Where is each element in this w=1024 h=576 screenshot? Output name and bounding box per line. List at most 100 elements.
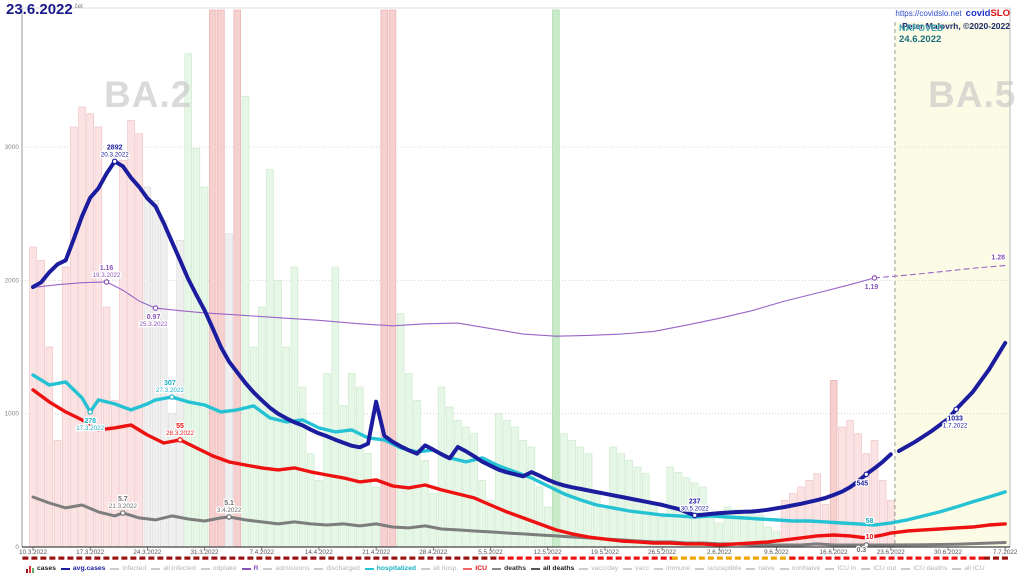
- wave-strip-dash: [924, 556, 931, 560]
- wave-strip-dash: [725, 556, 732, 560]
- legend-item-discharged[interactable]: discharged: [314, 565, 360, 572]
- legend-label: R: [253, 565, 259, 572]
- wave-strip-dash: [373, 556, 380, 560]
- annotation-marker: [691, 512, 698, 519]
- title-weekday: čet: [74, 4, 83, 10]
- legend-item-avg-cases[interactable]: avg.cases: [60, 565, 105, 572]
- wave-strip-dash: [825, 556, 832, 560]
- case-bar: [429, 493, 438, 548]
- legend-item-hospitalized[interactable]: hospitalized: [364, 565, 416, 572]
- annotation-value: 55: [176, 423, 184, 430]
- annotation-value: 10: [866, 534, 874, 541]
- annotation-marker: [953, 406, 959, 413]
- legend-item-nonnaive[interactable]: nonNaive: [779, 565, 820, 572]
- annotation-value: 1.19: [865, 284, 879, 291]
- wave-strip-dash: [743, 556, 750, 560]
- case-bar: [364, 453, 372, 548]
- case-bar: [192, 147, 201, 548]
- wave-strip-dash: [229, 556, 236, 560]
- annotation-date: 20.3.2022: [101, 151, 130, 158]
- legend-label: admissions: [275, 565, 310, 572]
- x-tick-label: 30.6.2022: [934, 549, 963, 556]
- annotation-marker: [177, 437, 183, 443]
- legend-item-icu[interactable]: ICU: [463, 565, 487, 572]
- case-bar: [119, 159, 127, 548]
- wave-strip-dash: [942, 556, 949, 560]
- legend-item-vacc-day[interactable]: vacc/day: [579, 565, 618, 572]
- x-tick-label: 7.4.2022: [249, 549, 274, 556]
- legend-item-r[interactable]: R: [241, 565, 259, 572]
- legend-label: infected: [122, 565, 147, 572]
- wave-strip-dash: [418, 556, 425, 560]
- x-tick-label: 9.6.2022: [764, 549, 789, 556]
- forecast-label-block: NAPOVED 24.6.2022: [899, 23, 944, 46]
- legend-item-odplake[interactable]: odplake: [200, 565, 237, 572]
- case-bar: [184, 53, 192, 548]
- legend-item-all-icu[interactable]: all ICU: [952, 565, 985, 572]
- wave-strip-dash: [409, 556, 416, 560]
- y-tick-label: 1000: [5, 411, 20, 418]
- legend-item-deaths[interactable]: deaths: [492, 565, 526, 572]
- legend-item-immune[interactable]: immune: [654, 565, 690, 572]
- wave-strip-dash: [193, 556, 200, 560]
- annotation-date: 25.3.2022: [140, 321, 169, 328]
- case-bar: [421, 459, 429, 548]
- annotation-value: 5.1: [224, 500, 234, 507]
- annotation-value: 58: [866, 518, 874, 525]
- x-tick-label: 23.6.2022: [877, 549, 906, 556]
- case-bar: [331, 266, 340, 548]
- legend-item-icu-deaths[interactable]: ICU deaths: [901, 565, 947, 572]
- annotation-value: 5.7: [118, 496, 128, 503]
- legend-item-cases[interactable]: cases: [26, 565, 56, 573]
- wave-strip-dash: [671, 556, 678, 560]
- case-bar: [208, 9, 217, 548]
- wave-strip-dash: [570, 556, 577, 560]
- legend-item-vacc[interactable]: vacc: [623, 565, 649, 572]
- annotation-date: 19.3.2022: [93, 272, 122, 279]
- legend-line-icon: [623, 567, 633, 570]
- case-bar: [249, 346, 258, 548]
- wave-strip-dash: [139, 556, 146, 560]
- case-bar: [413, 399, 421, 548]
- wave-strip-dash: [265, 556, 272, 560]
- wave-strip-dash: [319, 556, 326, 560]
- legend-item-infected[interactable]: infected: [110, 565, 146, 572]
- legend-item-naive[interactable]: naive: [746, 565, 775, 572]
- case-bar: [127, 119, 135, 548]
- legend-line-icon: [463, 567, 473, 570]
- case-bar: [217, 9, 225, 548]
- annotation-marker: [111, 158, 118, 165]
- annotation-value: 237: [689, 498, 701, 505]
- annotation-value: 1033: [947, 415, 963, 422]
- wave-strip-dash: [94, 556, 101, 560]
- legend-line-icon: [579, 567, 589, 570]
- x-tick-label: 10.3.2022: [19, 549, 48, 556]
- legend-item-icu-out[interactable]: ICU out: [861, 565, 896, 572]
- annotation-date: 21.3.2022: [109, 503, 138, 510]
- legend-item-all-infected[interactable]: all infected: [151, 565, 196, 572]
- annotation-value: 1.16: [100, 265, 114, 272]
- wave-strip-dash: [852, 556, 859, 560]
- legend-item-all-hosp-[interactable]: all hosp.: [421, 565, 458, 572]
- y-tick-label: 2000: [5, 277, 20, 284]
- legend-label: vacc: [635, 565, 650, 572]
- legend-label: ICU deaths: [913, 565, 948, 572]
- case-bar: [37, 259, 45, 548]
- legend-item-admissions[interactable]: admissions: [263, 565, 309, 572]
- wave-strip-dash: [247, 556, 254, 560]
- case-bar: [372, 486, 380, 548]
- annotation-marker: [87, 409, 93, 415]
- case-bar: [437, 386, 446, 548]
- case-bar: [356, 386, 364, 548]
- case-bar: [143, 186, 152, 548]
- wave-strip-dash: [597, 556, 604, 560]
- site-link[interactable]: https://covidslo.net: [895, 9, 962, 18]
- legend-item-all-deaths[interactable]: all deaths: [530, 565, 574, 572]
- legend-item-susceptible[interactable]: susceptible: [695, 565, 741, 572]
- forecast-date: 24.6.2022: [899, 34, 942, 46]
- legend-line-icon: [314, 567, 324, 570]
- wave-strip-dash: [734, 556, 741, 560]
- legend-item-icu-in[interactable]: ICU in: [825, 565, 856, 572]
- title-date: 23.6.2022: [6, 1, 73, 18]
- wave-strip-dash: [1001, 556, 1008, 560]
